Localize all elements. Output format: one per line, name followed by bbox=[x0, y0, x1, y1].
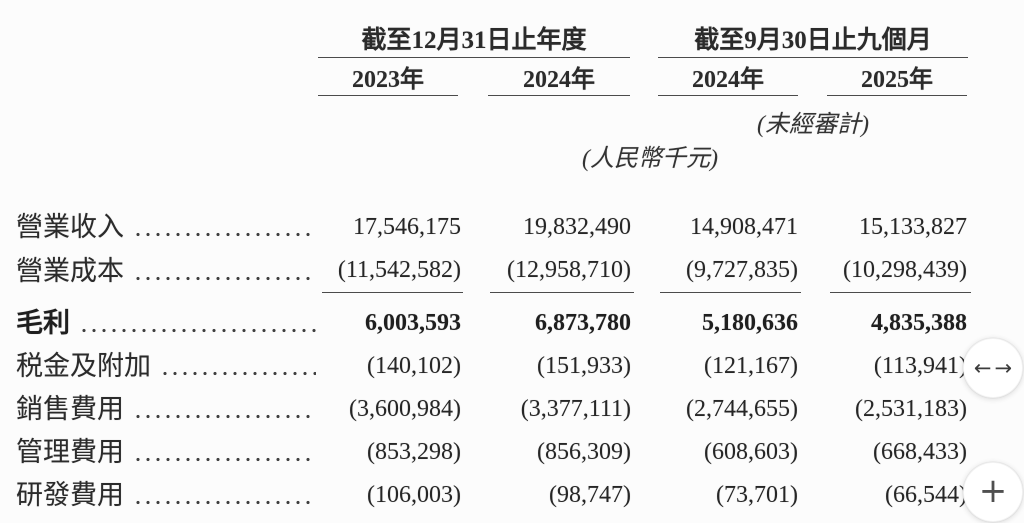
table-row-gross-profit: 毛利 6,003,593 6,873,780 5,180,636 4,835,3… bbox=[0, 302, 1024, 345]
row-label: 銷售費用 bbox=[16, 394, 124, 424]
unaudited-note-row: (未經審計) bbox=[0, 96, 1024, 138]
value-cell: (2,531,183) bbox=[855, 396, 967, 422]
value-cell: (3,377,111) bbox=[520, 396, 631, 422]
currency-unit-note-row: (人民幣千元) bbox=[0, 130, 1024, 172]
value-cell: 19,832,490 bbox=[523, 214, 631, 240]
value-cell: (668,433) bbox=[873, 439, 967, 465]
dot-leader bbox=[133, 414, 316, 419]
dot-leader bbox=[133, 500, 316, 505]
arrow-left-icon: ← bbox=[973, 355, 992, 380]
value-cell: (73,701) bbox=[716, 482, 798, 508]
row-label-cell: 營業成本 bbox=[16, 249, 322, 293]
value-cell: 4,835,388 bbox=[871, 310, 967, 336]
zoom-in-button[interactable]: + bbox=[963, 462, 1023, 522]
table-row-revenue: 營業收入 17,546,175 19,832,490 14,908,471 15… bbox=[0, 206, 1024, 249]
table-row-rnd-expenses: 研發費用 (106,003) (98,747) (73,701) (66,544… bbox=[0, 474, 1024, 517]
row-label-cell: 研發費用 bbox=[16, 474, 322, 517]
value-cell: (853,298) bbox=[367, 439, 461, 465]
row-label-cell: 管理費用 bbox=[16, 431, 322, 474]
horizontal-pan-button[interactable]: ← → bbox=[963, 338, 1023, 398]
dot-leader bbox=[133, 457, 316, 462]
year-header-2023: 2023年 bbox=[318, 58, 458, 96]
year-header-2024-9m: 2024年 bbox=[658, 58, 798, 96]
value-cell: (121,167) bbox=[704, 353, 798, 379]
year-header-row: 2023年 2024年 2024年 2025年 bbox=[0, 58, 1024, 96]
arrow-right-icon: → bbox=[994, 355, 1013, 380]
dot-leader bbox=[133, 276, 316, 281]
value-cell: (608,603) bbox=[704, 439, 798, 465]
row-label: 税金及附加 bbox=[16, 351, 151, 381]
table-row-cost-of-sales: 營業成本 (11,542,582) (12,958,710) (9,727,83… bbox=[0, 249, 1024, 293]
row-label: 研發費用 bbox=[16, 480, 124, 510]
currency-unit-note: (人民幣千元) bbox=[582, 146, 718, 172]
row-label: 毛利 bbox=[16, 308, 70, 338]
value-cell: 17,546,175 bbox=[353, 214, 461, 240]
value-cell: (98,747) bbox=[549, 482, 631, 508]
table-row-selling-expenses: 銷售費用 (3,600,984) (3,377,111) (2,744,655)… bbox=[0, 388, 1024, 431]
year-header-2024: 2024年 bbox=[488, 58, 630, 96]
row-label-cell: 毛利 bbox=[16, 302, 322, 345]
value-cell: (2,744,655) bbox=[686, 396, 798, 422]
value-cell: 6,873,780 bbox=[535, 310, 631, 336]
row-label-cell: 銷售費用 bbox=[16, 388, 322, 431]
value-cell: (140,102) bbox=[367, 353, 461, 379]
value-cell: (66,544) bbox=[885, 482, 967, 508]
row-label: 營業收入 bbox=[16, 212, 124, 242]
value-cell: 14,908,471 bbox=[690, 214, 798, 240]
value-cell: 6,003,593 bbox=[365, 310, 461, 336]
col-group-nine-months-ended-sep30: 截至9月30日止九個月 bbox=[658, 14, 968, 58]
value-cell: (12,958,710) bbox=[490, 249, 634, 293]
col-group-year-ended-dec31: 截至12月31日止年度 bbox=[318, 14, 630, 58]
value-cell: 5,180,636 bbox=[702, 310, 798, 336]
value-cell: (11,542,582) bbox=[322, 249, 463, 293]
table-row-admin-expenses: 管理費用 (853,298) (856,309) (608,603) (668,… bbox=[0, 431, 1024, 474]
value-cell: (3,600,984) bbox=[349, 396, 461, 422]
dot-leader bbox=[133, 232, 316, 237]
row-label-cell: 營業收入 bbox=[16, 206, 322, 249]
value-cell: (10,298,439) bbox=[830, 249, 971, 293]
value-cell: (113,941) bbox=[873, 353, 967, 379]
value-cell: (9,727,835) bbox=[660, 249, 801, 293]
plus-icon: + bbox=[978, 470, 1008, 511]
dot-leader bbox=[160, 371, 316, 376]
row-label: 管理費用 bbox=[16, 437, 124, 467]
value-cell: (856,309) bbox=[537, 439, 631, 465]
value-cell: (106,003) bbox=[367, 482, 461, 508]
value-cell: (151,933) bbox=[537, 353, 631, 379]
unaudited-note: (未經審計) bbox=[757, 112, 869, 138]
value-cell: 15,133,827 bbox=[859, 214, 967, 240]
row-label-cell: 税金及附加 bbox=[16, 345, 322, 388]
row-label: 營業成本 bbox=[16, 255, 124, 286]
year-header-2025-9m: 2025年 bbox=[827, 58, 967, 96]
column-group-header-row: 截至12月31日止年度 截至9月30日止九個月 bbox=[0, 14, 1024, 58]
dot-leader bbox=[79, 328, 316, 333]
table-row-taxes-and-surcharges: 税金及附加 (140,102) (151,933) (121,167) (113… bbox=[0, 345, 1024, 388]
